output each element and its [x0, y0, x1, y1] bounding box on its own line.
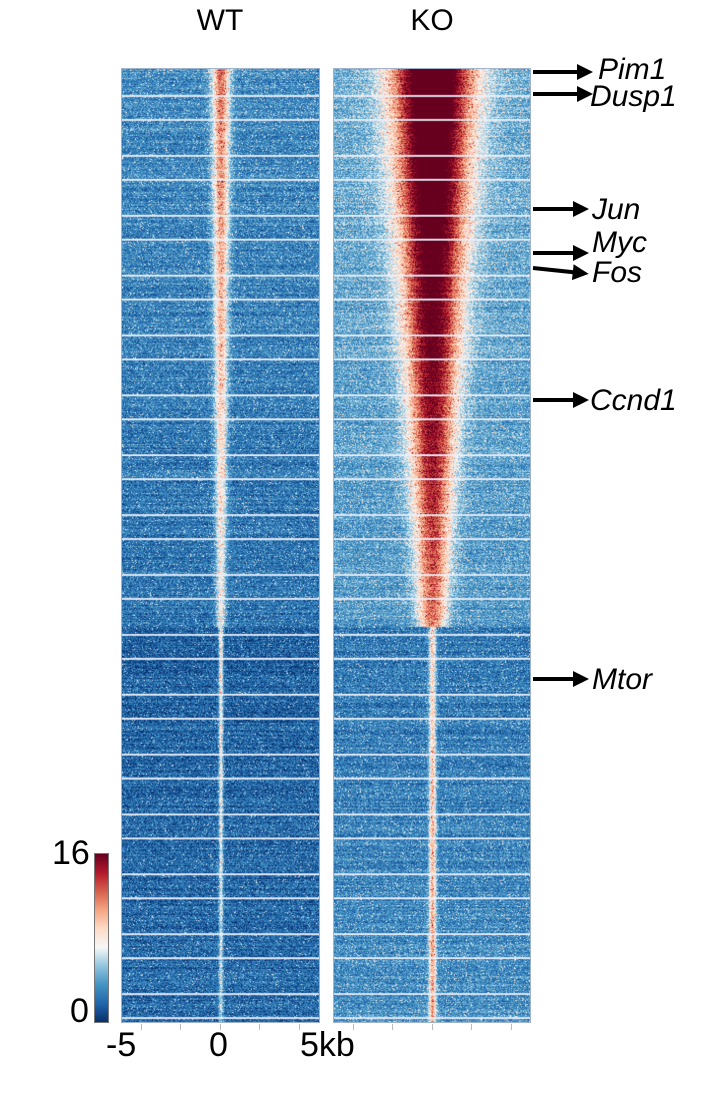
x-tick-label-max: 5kb [300, 1026, 355, 1064]
heatmap-ko-canvas [334, 69, 530, 1022]
x-tick [220, 1024, 221, 1030]
heatmap-ko [333, 68, 531, 1023]
x-tick [180, 1024, 181, 1030]
arrow-icon [533, 64, 593, 80]
heatmap-wt-canvas [122, 69, 319, 1022]
arrow-icon [533, 245, 589, 261]
arrow-icon [533, 201, 589, 217]
x-tick [353, 1024, 354, 1030]
arrow-icon [532, 266, 575, 275]
heatmap-wt [121, 68, 320, 1023]
arrow-icon [533, 671, 589, 687]
x-tick [432, 1024, 433, 1030]
gene-label-mtor: Mtor [592, 663, 652, 696]
colorbar-min-label: 0 [70, 992, 89, 1030]
gene-label-dusp1: Dusp1 [590, 80, 677, 113]
gene-label-myc: Myc [592, 226, 647, 259]
gene-label-pim1: Pim1 [598, 53, 667, 86]
x-tick [471, 1024, 472, 1030]
colorbar [94, 853, 109, 1023]
x-tick-label-min: -5 [106, 1026, 137, 1064]
arrow-icon [533, 86, 593, 102]
gene-label-jun: Jun [592, 193, 641, 226]
arrow-icon [533, 392, 589, 408]
gene-label-fos: Fos [592, 256, 643, 289]
x-tick [392, 1024, 393, 1030]
x-tick [141, 1024, 142, 1030]
x-tick-label-zero: 0 [209, 1026, 228, 1064]
x-tick [299, 1024, 300, 1030]
gene-label-ccnd1: Ccnd1 [590, 384, 677, 417]
colorbar-max-label: 16 [52, 834, 90, 872]
panel-title-ko: KO [410, 4, 454, 37]
x-tick [511, 1024, 512, 1030]
panel-title-wt: WT [196, 4, 244, 37]
x-tick [259, 1024, 260, 1030]
